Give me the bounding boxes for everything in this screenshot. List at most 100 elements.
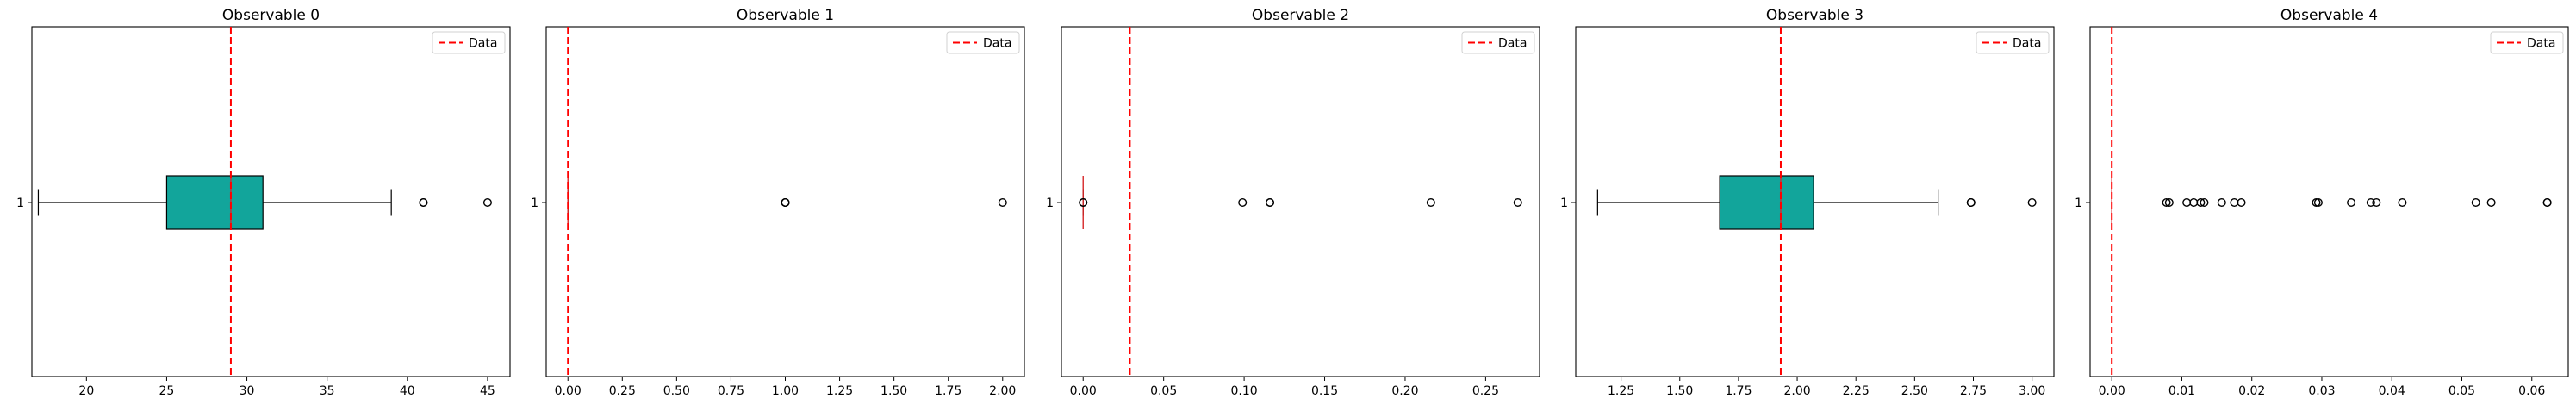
outlier-point xyxy=(2313,197,2323,207)
x-tick-label: 0.06 xyxy=(2518,384,2545,398)
x-tick-label: 35 xyxy=(320,384,335,398)
outlier-point xyxy=(2230,197,2239,207)
legend: Data xyxy=(946,31,1020,54)
x-tick-label: 1.25 xyxy=(826,384,853,398)
y-tick-label: 1 xyxy=(2075,196,2082,210)
outlier-point xyxy=(2486,197,2496,207)
outlier-point xyxy=(2398,197,2407,207)
legend-frame xyxy=(1976,31,2050,54)
legend: Data xyxy=(1461,31,1535,54)
x-tick-label: 0.25 xyxy=(609,384,636,398)
outlier-point xyxy=(1079,197,1088,207)
axes-frame xyxy=(2089,26,2569,377)
subplot-1: Observable 1 1 0.00 0.25 0.50 0.75 1.00 1.25 1.5… xyxy=(531,7,1025,398)
outlier-point xyxy=(2189,197,2199,207)
x-tick-label: 2.00 xyxy=(989,384,1016,398)
x-tick-label: 0.20 xyxy=(1391,384,1418,398)
legend-label: Data xyxy=(983,37,1011,51)
x-tick-label: 1.00 xyxy=(772,384,799,398)
x-tick-label: 1.75 xyxy=(1725,384,1752,398)
x-tick-label: 0.03 xyxy=(2308,384,2335,398)
outlier-point xyxy=(2196,197,2206,207)
outlier-point xyxy=(1238,197,1248,207)
outlier-point xyxy=(482,197,492,207)
x-tick-label: 0.01 xyxy=(2168,384,2195,398)
outlier-point xyxy=(2164,197,2174,207)
x-tick-label: 0.10 xyxy=(1231,384,1258,398)
axes-frame xyxy=(545,26,1025,377)
x-tick-label: 45 xyxy=(480,384,495,398)
x-tick-label: 20 xyxy=(78,384,94,398)
outlier-point xyxy=(1426,197,1435,207)
axes-frame xyxy=(31,26,511,377)
x-tick-label: 0.15 xyxy=(1311,384,1338,398)
x-tick-label: 0.50 xyxy=(663,384,690,398)
x-tick-label: 0.05 xyxy=(1150,384,1177,398)
y-tick-label: 1 xyxy=(1560,196,1568,210)
x-tick-label: 1.75 xyxy=(935,384,961,398)
legend-frame xyxy=(1461,31,1535,54)
outlier-point xyxy=(2217,197,2226,207)
x-tick-label: 1.50 xyxy=(880,384,907,398)
y-tick-label: 1 xyxy=(16,196,24,210)
outlier-point xyxy=(998,197,1007,207)
x-tick-label: 0.75 xyxy=(718,384,744,398)
subplot-2: Observable 2 1 0.00 0.05 0.10 0.15 0.20 0.25 Dat… xyxy=(1046,7,1540,398)
subplot-title: Observable 3 xyxy=(1766,7,1864,24)
outlier-point xyxy=(2200,197,2209,207)
outlier-point xyxy=(2182,197,2192,207)
outlier-point xyxy=(2542,197,2552,207)
subplot-title: Observable 2 xyxy=(1252,7,1349,24)
subplot-title: Observable 0 xyxy=(222,7,320,24)
outlier-point xyxy=(2162,197,2171,207)
subplot-title: Observable 4 xyxy=(2280,7,2378,24)
outlier-point xyxy=(2027,197,2037,207)
subplot-4: Observable 4 1 0.00 0.01 0.02 0.03 0.04 0.05 0.0… xyxy=(2075,7,2569,398)
y-tick-label: 1 xyxy=(1046,196,1054,210)
axes-frame xyxy=(1061,26,1540,377)
outlier-point xyxy=(2366,197,2375,207)
legend-frame xyxy=(2490,31,2564,54)
subplot-title: Observable 1 xyxy=(737,7,834,24)
legend: Data xyxy=(1976,31,2050,54)
legend: Data xyxy=(432,31,506,54)
x-tick-label: 2.75 xyxy=(1960,384,1987,398)
x-tick-label: 40 xyxy=(400,384,415,398)
outlier-point xyxy=(1966,197,1976,207)
x-tick-label: 0.25 xyxy=(1472,384,1499,398)
x-tick-label: 0.00 xyxy=(1070,384,1097,398)
outlier-point xyxy=(419,197,428,207)
x-tick-label: 30 xyxy=(240,384,255,398)
legend-label: Data xyxy=(2527,37,2555,51)
x-tick-label: 0.04 xyxy=(2379,384,2405,398)
legend-label: Data xyxy=(469,37,497,51)
x-tick-label: 1.25 xyxy=(1608,384,1634,398)
x-tick-label: 25 xyxy=(159,384,175,398)
outlier-point xyxy=(1513,197,1522,207)
y-tick-label: 1 xyxy=(531,196,538,210)
x-tick-label: 0.00 xyxy=(555,384,582,398)
x-tick-label: 0.02 xyxy=(2238,384,2265,398)
axes-frame xyxy=(1575,26,2055,377)
legend-label: Data xyxy=(2013,37,2041,51)
x-tick-label: 1.50 xyxy=(1666,384,1693,398)
x-tick-label: 2.25 xyxy=(1843,384,1870,398)
x-tick-label: 0.00 xyxy=(2099,384,2125,398)
box xyxy=(165,175,264,230)
x-tick-label: 2.50 xyxy=(1901,384,1928,398)
legend-frame xyxy=(432,31,506,54)
outlier-point xyxy=(2237,197,2246,207)
x-tick-label: 0.05 xyxy=(2448,384,2475,398)
outlier-point xyxy=(1265,197,1274,207)
subplot-3: Observable 3 1 1.25 1.50 1.75 2.00 2.25 2.50 2.7… xyxy=(1560,7,2055,398)
x-tick-label: 2.00 xyxy=(1783,384,1810,398)
outlier-point xyxy=(2372,197,2381,207)
legend: Data xyxy=(2490,31,2564,54)
box xyxy=(1719,175,1814,230)
outlier-point xyxy=(2471,197,2480,207)
subplot-0: Observable 0 1 20 25 30 35 40 45 Data xyxy=(16,7,511,398)
legend-frame xyxy=(946,31,1020,54)
outlier-point xyxy=(2347,197,2356,207)
legend-label: Data xyxy=(1498,37,1527,51)
